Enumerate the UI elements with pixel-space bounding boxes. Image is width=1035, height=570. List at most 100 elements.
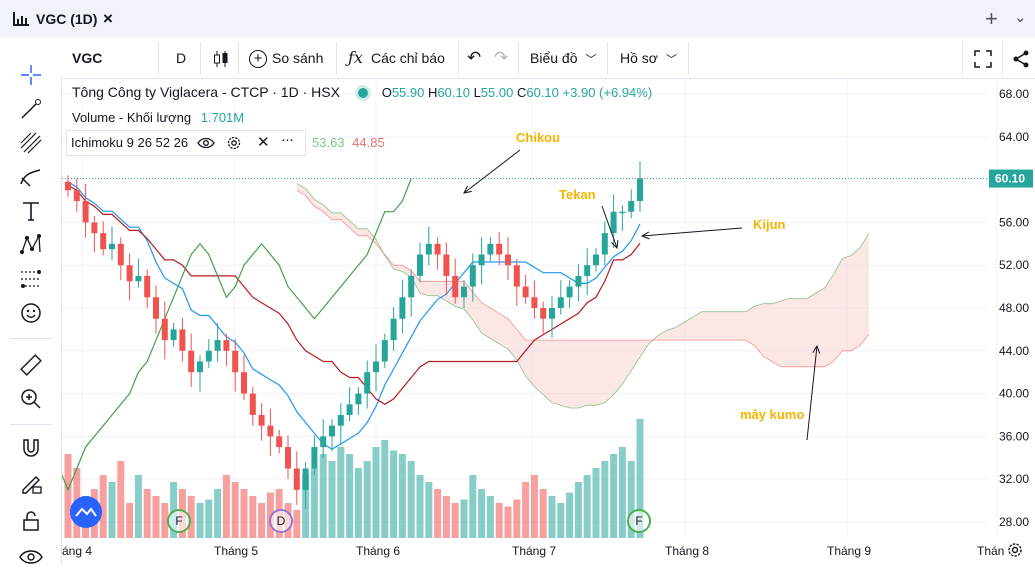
candle-body (557, 297, 564, 308)
more-icon[interactable]: ··· (281, 131, 294, 148)
candle-body (364, 372, 371, 394)
settings-gear-icon[interactable] (225, 131, 243, 163)
volume-bar (319, 454, 327, 538)
kijun-annotation: Kijun (753, 217, 786, 232)
marker-d[interactable]: D (269, 509, 293, 533)
volume-bar (390, 450, 398, 538)
fullscreen-icon[interactable] (974, 38, 992, 78)
lock-drawing-icon[interactable] (18, 470, 44, 496)
smiley-icon[interactable] (18, 300, 44, 326)
volume-bar (205, 499, 213, 538)
candle-body (513, 265, 520, 287)
volume-bar (346, 454, 354, 538)
candle-body (425, 243, 432, 255)
candle-body (549, 308, 555, 319)
senkou-span-b (296, 189, 870, 368)
price-axis-label: 36.00 (999, 429, 1029, 443)
magnet-icon[interactable] (18, 436, 44, 462)
volume-bar (469, 475, 477, 538)
chevron-down-icon: ﹀ (585, 54, 597, 66)
remove-icon[interactable]: ✕ (257, 134, 270, 151)
candle-body (117, 243, 124, 266)
candle-body (346, 404, 353, 415)
ichimoku-values: 53.63 44.85 (312, 135, 385, 150)
interval-button[interactable]: D (176, 50, 187, 66)
candle-body (232, 350, 239, 373)
candle-body (399, 297, 406, 319)
zoom-in-icon[interactable] (18, 386, 44, 412)
redo-icon[interactable]: ↷ (494, 48, 509, 67)
candle-style-button[interactable] (212, 38, 230, 78)
text-icon[interactable] (18, 198, 44, 224)
volume-bar (337, 447, 345, 538)
fib-channel-icon[interactable] (18, 130, 44, 156)
divider (1002, 42, 1003, 74)
candle-body (285, 447, 291, 469)
eye-icon[interactable] (197, 131, 215, 163)
volume-bar (258, 503, 266, 538)
divider (688, 42, 689, 74)
symbol-search-button[interactable]: VGC (72, 50, 103, 66)
candle-body (267, 425, 274, 437)
candle-body (496, 243, 503, 255)
trend-line-icon[interactable] (18, 96, 44, 122)
volume-bar (398, 454, 406, 538)
candle-body (566, 286, 573, 298)
marker-f1[interactable]: F (167, 509, 191, 533)
eye-icon[interactable] (18, 544, 44, 570)
candle-body (276, 436, 283, 448)
candle-body (408, 275, 415, 298)
chart-icon (13, 12, 29, 26)
pattern-icon[interactable] (18, 232, 44, 258)
ichimoku-legend[interactable]: Ichimoku 9 26 52 26 ✕ ··· (66, 130, 306, 156)
divider (518, 42, 519, 74)
candle-body (531, 297, 538, 308)
volume-bar (407, 461, 415, 538)
candle-body (540, 308, 547, 319)
compare-button[interactable]: + So sánh (249, 38, 323, 78)
close-icon[interactable]: × (103, 9, 113, 28)
candle-body (82, 201, 89, 223)
volume-bar (592, 468, 600, 538)
plus-circle-icon: + (249, 50, 267, 69)
function-icon: ƒx (348, 48, 363, 67)
divider (200, 42, 201, 74)
volume-bar (293, 510, 301, 538)
chart-type-dropdown[interactable]: Biểu đồ ﹀ (530, 50, 597, 66)
settings-gear-icon[interactable] (1006, 541, 1024, 559)
volume-bar (601, 461, 609, 538)
candle-body (434, 243, 441, 255)
drawing-toolbar (0, 65, 62, 564)
volume-bar (143, 489, 151, 538)
volume-bar (530, 475, 538, 538)
profile-dropdown[interactable]: Hồ sơ ﹀ (620, 50, 677, 66)
candle-body (65, 181, 71, 191)
brush-icon[interactable] (18, 164, 44, 190)
indicators-button[interactable]: ƒx Các chỉ báo (348, 48, 445, 67)
logo-wave-icon (75, 507, 97, 517)
candles-icon (214, 51, 228, 68)
candle-body (329, 425, 335, 437)
ichimoku-label: Ichimoku 9 26 52 26 (71, 135, 189, 150)
volume-bar (117, 461, 125, 538)
open-value: 55.90 (391, 85, 425, 100)
add-tab-icon[interactable]: + (985, 6, 998, 31)
ruler-icon[interactable] (18, 352, 44, 378)
divider (238, 42, 239, 74)
volume-legend: Volume - Khối lượng 1.701M (72, 110, 244, 125)
price-axis-label: 52.00 (999, 258, 1029, 272)
candle-body (153, 297, 159, 319)
divider (336, 42, 337, 74)
price-chart[interactable]: 68.00 64.00 60.10 56.00 52.00 48.00 44.00 40.00… (62, 78, 1035, 564)
candle-body (91, 222, 98, 234)
crosshair-icon[interactable] (18, 62, 44, 88)
unlock-icon[interactable] (18, 508, 44, 534)
share-icon[interactable] (1012, 38, 1030, 78)
chevron-down-icon[interactable]: ⌄ (1014, 9, 1027, 26)
kijun-line (67, 184, 641, 406)
divider (607, 42, 608, 74)
forecast-icon[interactable] (18, 266, 44, 292)
marker-f2[interactable]: F (627, 509, 651, 533)
candle-body (258, 414, 265, 426)
undo-icon[interactable]: ↶ (467, 48, 482, 67)
